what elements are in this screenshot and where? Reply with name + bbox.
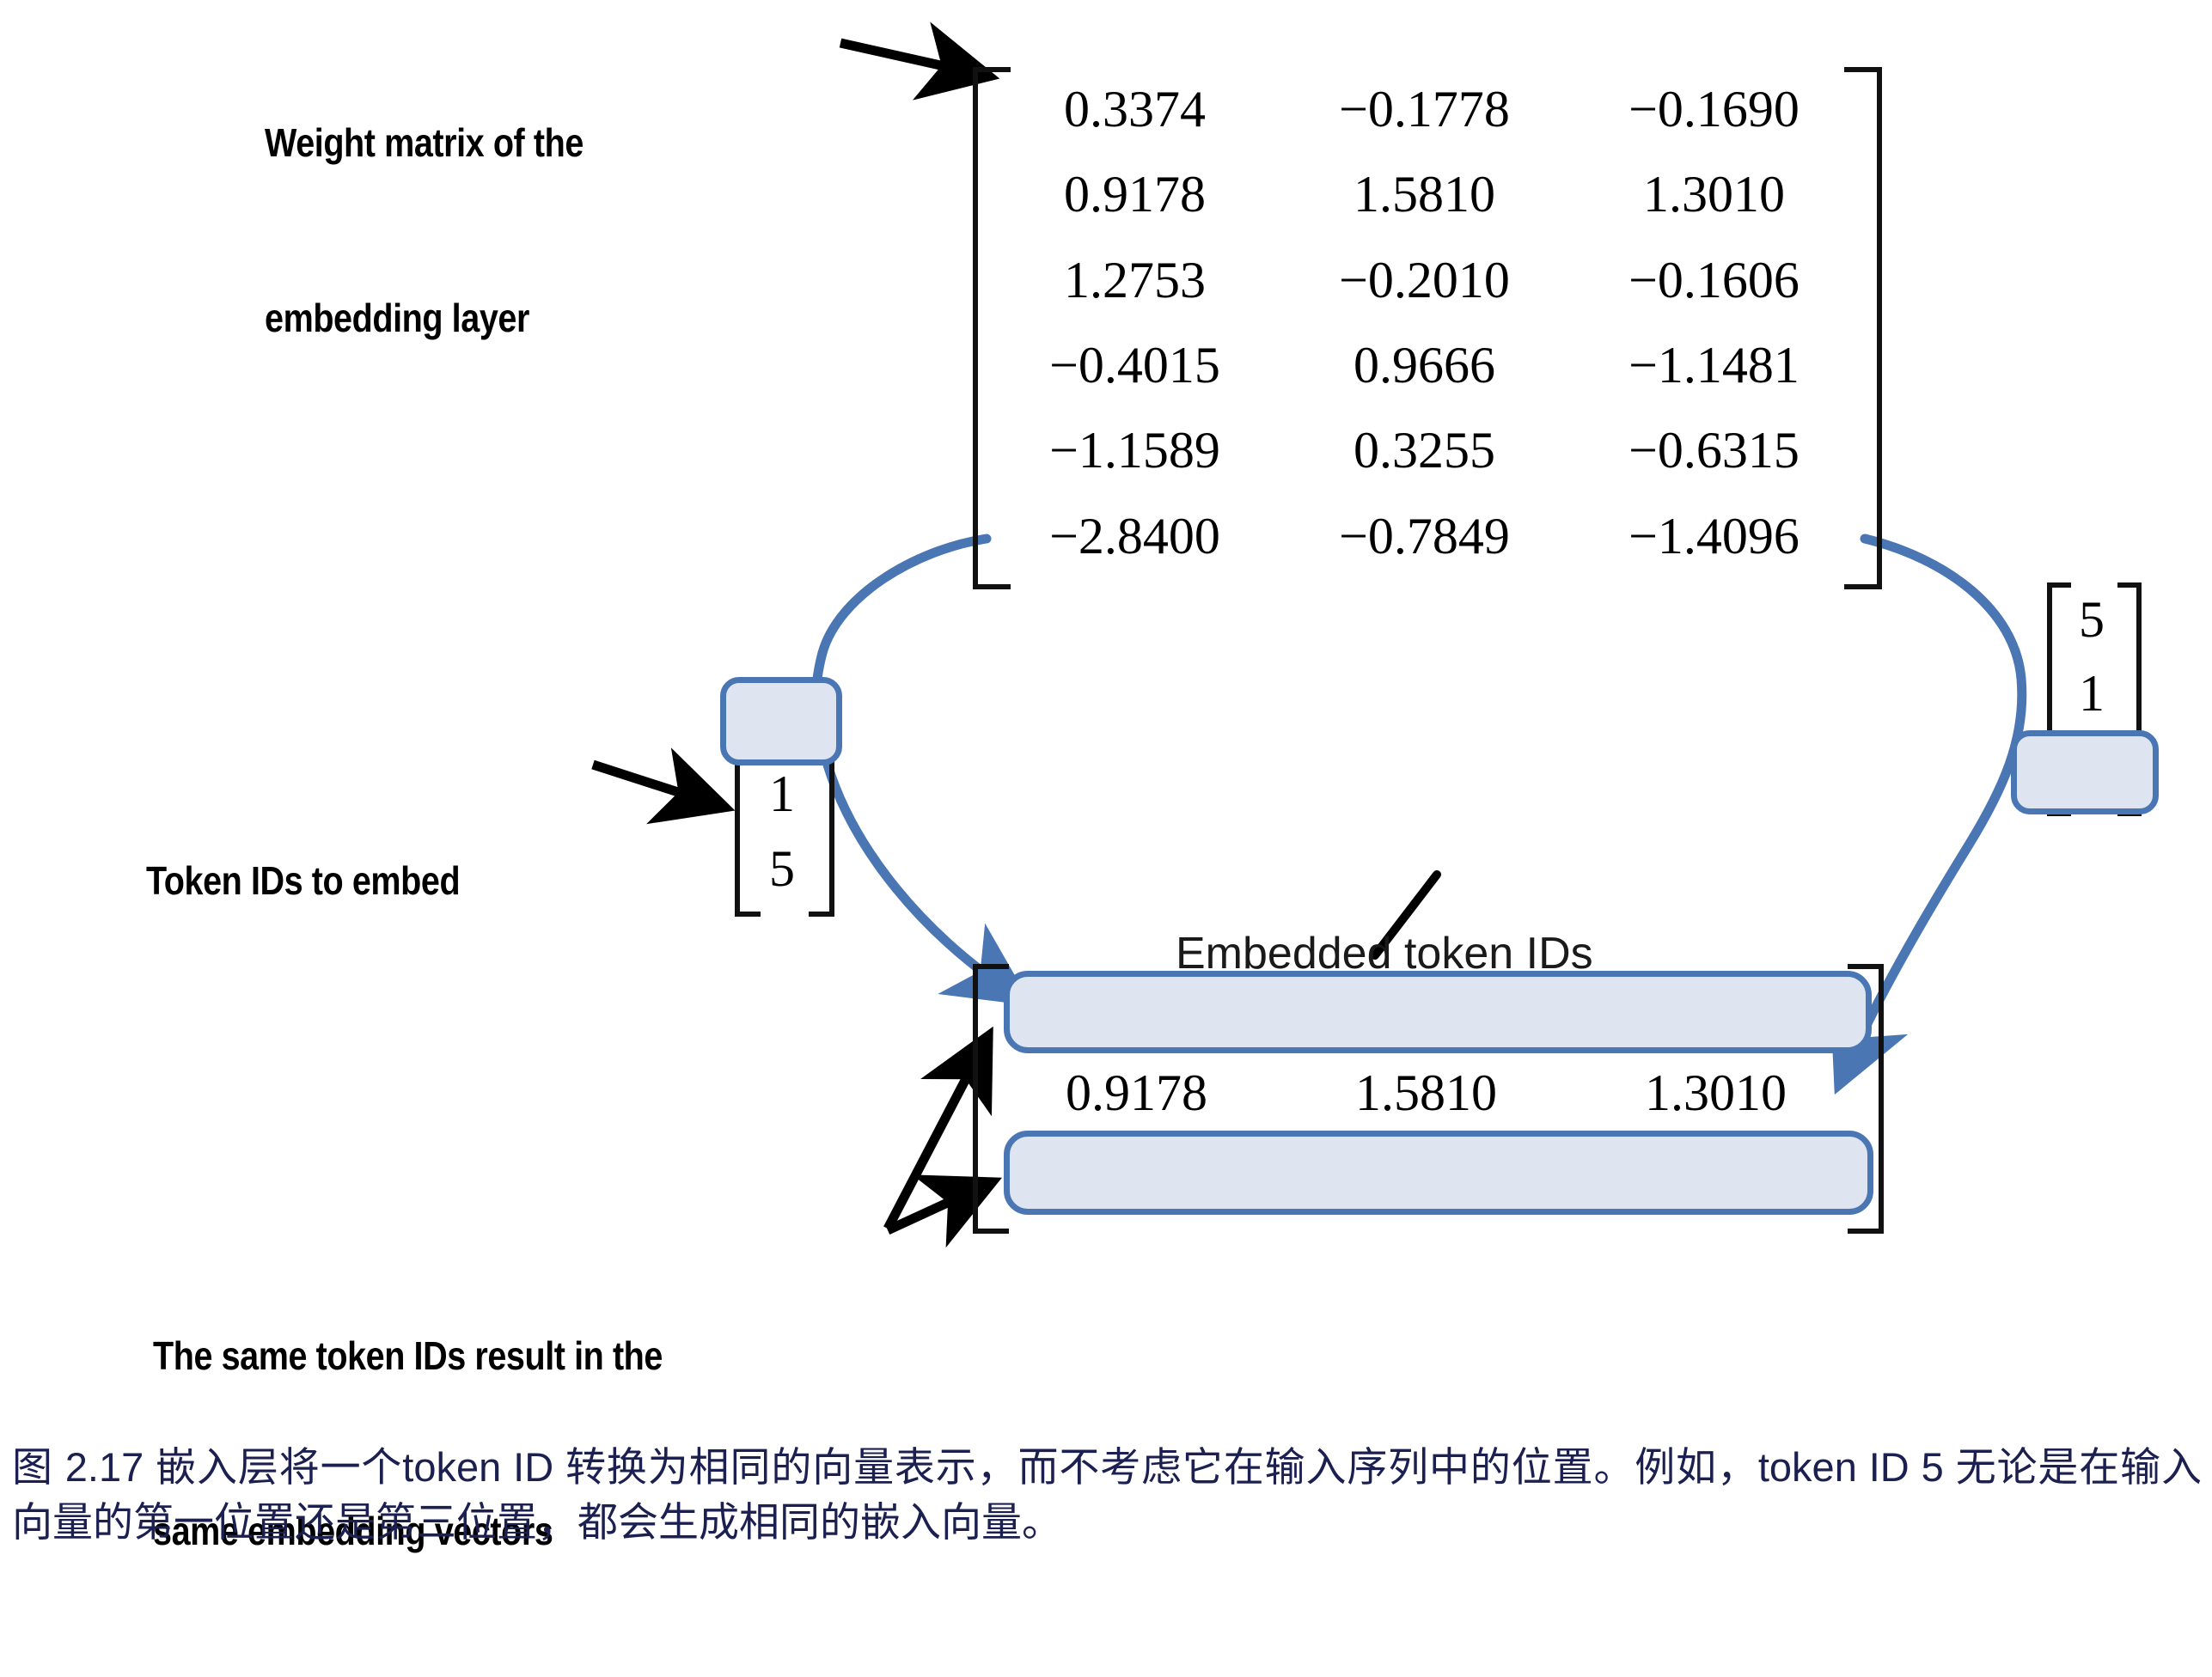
matrix-cell: −2.8400 <box>1051 1150 1222 1208</box>
embedded-matrix-bracket-right <box>1848 964 1884 1234</box>
label-weight-matrix-line2: embedding layer <box>265 296 529 340</box>
matrix-cell: 0.3255 <box>1353 422 1495 479</box>
matrix-cell: −0.7849 <box>1341 1150 1512 1208</box>
label-token-ids-to-embed: Token IDs to embed <box>146 735 663 1027</box>
vector-cell: 5 <box>2079 590 2105 648</box>
label-same-token-ids-line1: The same token IDs result in the <box>153 1333 663 1378</box>
embedded-matrix-body: −2.8400 −0.7849 −1.4096 0.9178 1.5810 1.… <box>992 964 1861 1223</box>
matrix-cell: −1.1589 <box>1049 422 1220 479</box>
label-same-token-ids-line2: same embedding vectors <box>153 1509 553 1553</box>
matrix-cell: 1.5810 <box>1355 1064 1497 1122</box>
table-row: −2.8400 −0.7849 −1.4096 <box>990 493 1860 578</box>
matrix-cell: 1.2753 <box>1064 251 1206 308</box>
matrix-cell: −0.1778 <box>1339 81 1510 138</box>
vector-cell: 5 <box>2079 739 2105 796</box>
vector-cell: 5 <box>769 839 795 897</box>
leader-embedded-token-ids <box>1371 870 1441 960</box>
matrix-cell: 1.5810 <box>1353 166 1495 223</box>
arrow-weight-matrix <box>839 21 1000 101</box>
matrix-cell: −1.4096 <box>1630 1150 1801 1208</box>
vector-cell: 1 <box>2079 665 2105 723</box>
table-row: 1.2753 −0.2010 −0.1606 <box>990 238 1860 323</box>
arrow-token-ids <box>591 747 736 825</box>
figure-canvas: Weight matrix of the embedding layer Tok… <box>12 0 2202 1553</box>
weight-matrix-bracket-right <box>1844 67 1882 589</box>
table-row: 0.9178 1.5810 1.3010 <box>992 1051 1861 1137</box>
token-ids-left-vector: 5 1 5 <box>735 683 834 917</box>
matrix-cell: −1.4096 <box>1628 507 1800 564</box>
label-weight-matrix: Weight matrix of the embedding layer <box>265 0 856 464</box>
weight-matrix-body: 0.3374 −0.1778 −0.1690 0.9178 1.5810 1.3… <box>990 67 1860 579</box>
table-row: −0.4015 0.9666 −1.1481 <box>990 323 1860 408</box>
vector-cell: 1 <box>769 765 795 823</box>
matrix-cell: −1.1481 <box>1628 337 1800 394</box>
vector-cell: 5 <box>769 691 795 748</box>
weight-matrix: 0.3374 −0.1778 −0.1690 0.9178 1.5810 1.3… <box>973 67 1882 589</box>
matrix-cell: −0.7849 <box>1341 978 1512 1035</box>
matrix-cell: −0.6315 <box>1628 422 1800 479</box>
matrix-cell: −2.8400 <box>1051 978 1222 1035</box>
matrix-cell: 1.3010 <box>1643 166 1785 223</box>
arrow-same-ids-lower <box>885 1174 1002 1248</box>
label-embedded-token-ids: Embedded token IDs <box>1176 825 1863 1082</box>
table-row: 0.9178 1.5810 1.3010 <box>990 152 1860 237</box>
matrix-cell: −0.1606 <box>1628 251 1800 308</box>
table-row: 0.3374 −0.1778 −0.1690 <box>990 67 1860 152</box>
table-row: −2.8400 −0.7849 −1.4096 <box>992 1137 1861 1223</box>
matrix-cell: −0.2010 <box>1339 251 1510 308</box>
arrow-same-ids-upper <box>883 1026 993 1231</box>
table-row: −2.8400 −0.7849 −1.4096 <box>992 964 1861 1051</box>
label-embedded-token-ids-text: Embedded token IDs <box>1176 929 1593 979</box>
matrix-cell: 0.9178 <box>1064 166 1206 223</box>
label-weight-matrix-line1: Weight matrix of the <box>265 120 584 165</box>
matrix-cell: −0.4015 <box>1049 337 1220 394</box>
matrix-cell: −2.8400 <box>1049 507 1220 564</box>
embedded-matrix: −2.8400 −0.7849 −1.4096 0.9178 1.5810 1.… <box>973 964 1884 1234</box>
token-ids-right-vector: 5 1 5 <box>2047 582 2142 816</box>
matrix-cell: 0.3374 <box>1064 81 1206 138</box>
matrix-cell: 0.9666 <box>1353 337 1495 394</box>
matrix-cell: 1.3010 <box>1645 1064 1787 1122</box>
curve-right-lookup <box>1830 534 2027 1095</box>
embedded-matrix-bracket-left <box>973 964 1009 1234</box>
matrix-cell: −0.1690 <box>1628 81 1800 138</box>
matrix-cell: −1.4096 <box>1630 978 1801 1035</box>
figure-caption: 图 2.17 嵌入层将一个token ID 转换为相同的向量表示，而不考虑它在输… <box>12 1444 2202 1545</box>
label-same-token-ids: The same token IDs result in the same em… <box>153 1210 1040 1677</box>
matrix-cell: 0.9178 <box>1066 1064 1207 1122</box>
matrix-cell: −0.7849 <box>1339 507 1510 564</box>
label-token-ids-to-embed-text: Token IDs to embed <box>146 858 461 903</box>
weight-matrix-bracket-left <box>973 67 1011 589</box>
curve-left-lookup <box>810 534 1033 1006</box>
table-row: −1.1589 0.3255 −0.6315 <box>990 408 1860 493</box>
